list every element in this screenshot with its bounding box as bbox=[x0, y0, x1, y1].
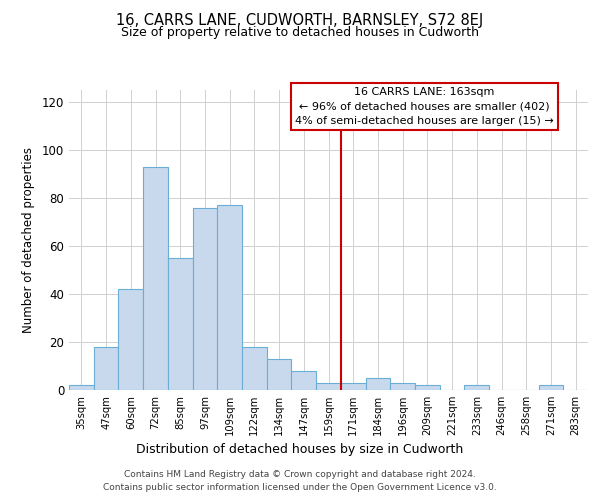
Text: 16 CARRS LANE: 163sqm
← 96% of detached houses are smaller (402)
4% of semi-deta: 16 CARRS LANE: 163sqm ← 96% of detached … bbox=[295, 87, 554, 126]
Text: Distribution of detached houses by size in Cudworth: Distribution of detached houses by size … bbox=[136, 442, 464, 456]
Bar bbox=[193, 208, 217, 390]
Bar bbox=[267, 359, 292, 390]
Bar bbox=[415, 385, 440, 390]
Bar bbox=[539, 385, 563, 390]
Bar bbox=[242, 347, 267, 390]
Y-axis label: Number of detached properties: Number of detached properties bbox=[22, 147, 35, 333]
Bar bbox=[118, 289, 143, 390]
Text: Contains HM Land Registry data © Crown copyright and database right 2024.
Contai: Contains HM Land Registry data © Crown c… bbox=[103, 470, 497, 492]
Bar bbox=[143, 167, 168, 390]
Bar bbox=[292, 371, 316, 390]
Bar bbox=[341, 383, 365, 390]
Bar bbox=[464, 385, 489, 390]
Bar bbox=[69, 385, 94, 390]
Text: Size of property relative to detached houses in Cudworth: Size of property relative to detached ho… bbox=[121, 26, 479, 39]
Bar bbox=[168, 258, 193, 390]
Text: 16, CARRS LANE, CUDWORTH, BARNSLEY, S72 8EJ: 16, CARRS LANE, CUDWORTH, BARNSLEY, S72 … bbox=[116, 12, 484, 28]
Bar bbox=[94, 347, 118, 390]
Bar bbox=[390, 383, 415, 390]
Bar bbox=[316, 383, 341, 390]
Bar bbox=[217, 205, 242, 390]
Bar bbox=[365, 378, 390, 390]
